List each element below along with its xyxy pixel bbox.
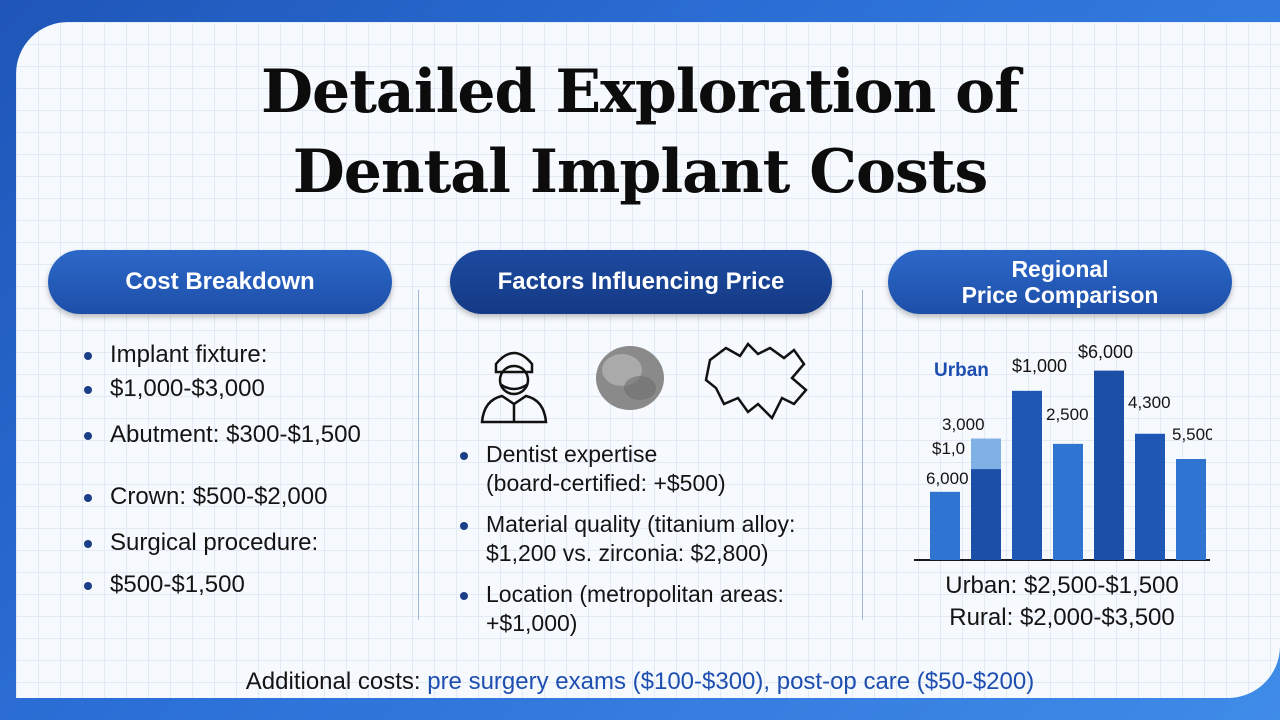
chart-bar: [1135, 433, 1165, 560]
chart-data-label: $1,000: [1012, 356, 1067, 376]
cost-item: Implant fixture:: [78, 340, 408, 370]
chart-bar: [1176, 459, 1206, 560]
cost-breakdown-list: Implant fixture: $1,000-$3,000 Abutment:…: [78, 340, 408, 600]
factor-line-1: Location (metropolitan areas:: [486, 581, 784, 607]
cost-breakdown-heading: Cost Breakdown: [125, 268, 315, 295]
factor-item: Material quality (titanium alloy: $1,200…: [454, 510, 854, 568]
cost-breakdown-header: Cost Breakdown: [48, 250, 392, 314]
column-divider-2: [862, 290, 863, 620]
column-divider-1: [418, 290, 419, 620]
chart-bar: [1053, 443, 1083, 560]
page-title: Detailed Exploration of Dental Implant C…: [0, 52, 1280, 212]
factors-list: Dentist expertise (board-certified: +$50…: [454, 440, 854, 638]
region-map-icon: [704, 342, 808, 421]
factor-item: Location (metropolitan areas: +$1,000): [454, 580, 854, 638]
chart-data-label: 3,000: [942, 415, 985, 434]
additional-costs-footer: Additional costs: pre surgery exams ($10…: [0, 668, 1280, 696]
factor-line-1: Dentist expertise: [486, 441, 658, 467]
regional-bar-chart: Urban $1,000 $6,000 3,000 $1,0 6,000 2,500 4,30…: [912, 338, 1215, 568]
factor-line-1: Material quality (titanium alloy:: [486, 511, 796, 537]
chart-bar: [1094, 370, 1124, 560]
cost-item: $500-$1,500: [78, 570, 408, 600]
urban-price-text: Urban: $2,500-$1,500: [945, 572, 1179, 599]
factor-line-2: (board-certified: +$500): [486, 470, 726, 496]
factor-item: Dentist expertise (board-certified: +$50…: [454, 440, 854, 498]
chart-bar: [930, 491, 960, 560]
factor-line-2: +$1,000): [486, 610, 578, 636]
title-line-2: Dental Implant Costs: [292, 137, 989, 207]
regional-header: Regional Price Comparison: [888, 250, 1232, 314]
regional-summary: Urban: $2,500-$1,500 Rural: $2,000-$3,50…: [912, 570, 1212, 634]
cost-item: Surgical procedure:: [78, 528, 408, 558]
chart-bar-highlight: [971, 438, 1001, 470]
cost-item: $1,000-$3,000: [78, 374, 408, 404]
title-line-1: Detailed Exploration of: [260, 57, 1020, 127]
chart-data-label: 2,500: [1046, 405, 1089, 424]
chart-data-label: 6,000: [926, 469, 969, 488]
chart-data-label: 4,300: [1128, 393, 1171, 412]
material-sample-icon: [596, 346, 664, 410]
factors-heading: Factors Influencing Price: [497, 268, 785, 295]
factors-icon-group: [480, 342, 808, 424]
footer-detail: pre surgery exams ($100-$300), post-op c…: [427, 668, 1035, 695]
chart-data-label: 5,500: [1172, 425, 1212, 444]
footer-label: Additional costs:: [245, 668, 421, 695]
cost-item: Crown: $500-$2,000: [78, 482, 408, 512]
factors-icons: [470, 338, 830, 428]
regional-chart-svg: Urban $1,000 $6,000 3,000 $1,0 6,000 2,500 4,30…: [914, 342, 1215, 561]
chart-data-label: Urban: [934, 360, 989, 381]
chart-bar: [1012, 390, 1042, 560]
rural-price-text: Rural: $2,000-$3,500: [949, 604, 1175, 631]
regional-heading-line-2: Price Comparison: [961, 282, 1159, 308]
regional-heading-line-1: Regional: [1011, 256, 1109, 282]
factor-line-2: $1,200 vs. zirconia: $2,800): [486, 540, 769, 566]
chart-data-label: $1,0: [932, 439, 965, 458]
chart-data-label: $6,000: [1078, 342, 1133, 362]
cost-item: Abutment: $300-$1,500: [78, 420, 408, 450]
factors-header: Factors Influencing Price: [450, 250, 832, 314]
dentist-icon: [480, 351, 548, 424]
